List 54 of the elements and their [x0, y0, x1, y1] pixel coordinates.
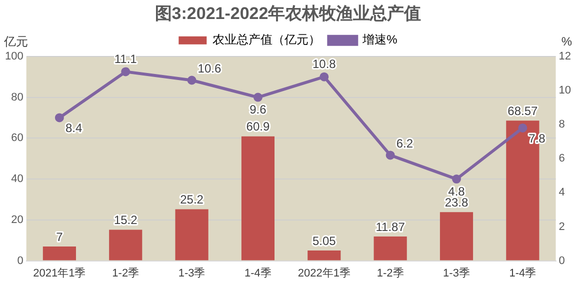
y-tick-label: 20 [11, 214, 24, 226]
x-tick-label: 2021年1季 [33, 266, 86, 280]
data-label: 5.05 [312, 234, 336, 248]
data-label: 7 [56, 230, 64, 244]
bar [308, 250, 341, 260]
bar [42, 246, 76, 260]
y2-tick-label: 0 [558, 254, 565, 267]
y2-tick-label: 8 [558, 118, 565, 131]
data-label: 68.57 [508, 104, 538, 118]
data-label: 8.4 [65, 121, 82, 136]
point [320, 72, 329, 82]
data-label: 10.8 [312, 57, 336, 72]
x-tick-label: 1-3季 [178, 266, 206, 280]
y2-tick-label: 6 [558, 152, 565, 165]
y2-axis-title: % [561, 34, 572, 49]
point [54, 113, 64, 122]
y-tick-label: 80 [11, 91, 24, 104]
data-label: 6.2 [396, 136, 414, 151]
data-label: 25.2 [180, 192, 204, 207]
bar [374, 236, 407, 260]
data-label: 15.2 [114, 213, 138, 228]
data-label: 10.6 [198, 62, 222, 76]
x-tick-label: 1-2季 [376, 266, 404, 280]
bar [440, 212, 474, 260]
bar [241, 136, 275, 260]
bar [109, 230, 142, 260]
x-tick-label: 1-4季 [509, 266, 536, 280]
y-axis-title: 亿元 [3, 34, 28, 49]
point [121, 67, 130, 76]
point [518, 123, 528, 132]
data-label: 11.87 [376, 220, 406, 234]
point [452, 174, 461, 184]
point [187, 76, 196, 85]
x-tick-label: 1-4季 [244, 266, 272, 280]
data-label: 60.9 [246, 120, 270, 134]
y-tick-label: 40 [11, 173, 24, 186]
y2-tick-label: 2 [558, 220, 565, 233]
y-tick-label: 60 [11, 132, 24, 144]
x-tick-label: 1-3季 [443, 266, 470, 280]
y-tick-label: 0 [17, 254, 24, 267]
y2-tick-label: 10 [558, 84, 572, 96]
point [386, 150, 395, 160]
legend-label: 农业总产值（亿元） [212, 32, 321, 47]
data-label: 9.6 [250, 102, 267, 117]
chart-title: 图3:2021-2022年农林牧渔业总产值 [154, 4, 422, 23]
bar [175, 209, 208, 260]
legend-label: 增速% [362, 32, 398, 47]
y2-tick-label: 12 [558, 50, 572, 62]
point [253, 92, 262, 102]
y2-tick-label: 4 [558, 186, 565, 199]
y-tick-label: 100 [4, 50, 24, 62]
x-tick-label: 1-2季 [112, 266, 140, 280]
data-label: 11.1 [114, 52, 138, 66]
x-tick-label: 2022年1季 [298, 266, 350, 280]
